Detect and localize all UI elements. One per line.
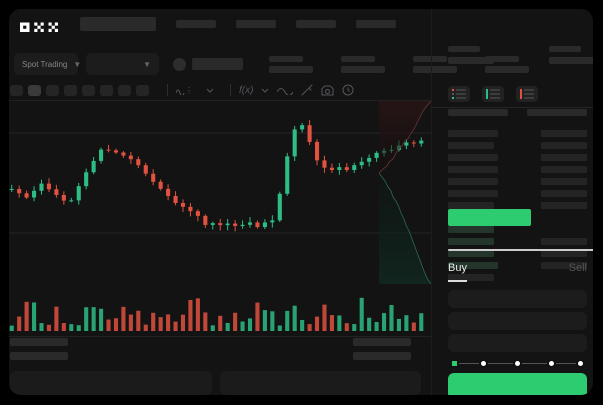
svg-text:⋮: ⋮ <box>185 86 193 95</box>
